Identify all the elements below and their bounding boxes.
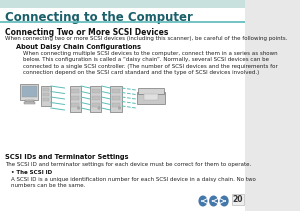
Bar	[138, 88, 164, 94]
Text: When connecting two or more SCSI devices (including this scanner), be careful of: When connecting two or more SCSI devices…	[5, 36, 287, 41]
Bar	[24, 102, 35, 104]
Bar	[144, 94, 158, 100]
Bar	[110, 86, 122, 112]
Bar	[112, 96, 120, 100]
Text: When connecting multiple SCSI devices to the computer, connect them in a series : When connecting multiple SCSI devices to…	[23, 51, 278, 75]
Bar	[90, 86, 101, 112]
Text: Connecting Two or More SCSI Devices: Connecting Two or More SCSI Devices	[5, 28, 168, 37]
Bar	[43, 88, 49, 91]
Circle shape	[118, 107, 120, 109]
Circle shape	[198, 196, 207, 207]
Bar	[92, 89, 100, 93]
Bar	[112, 103, 120, 107]
Bar	[232, 194, 244, 205]
Text: • The SCSI ID: • The SCSI ID	[11, 170, 52, 175]
Bar	[92, 96, 100, 100]
Text: Connecting to the Computer: Connecting to the Computer	[5, 11, 193, 23]
Bar	[20, 84, 38, 100]
Circle shape	[98, 107, 100, 109]
Text: SCSI IDs and Terminator Settings: SCSI IDs and Terminator Settings	[5, 154, 128, 160]
Circle shape	[220, 196, 229, 207]
Bar	[70, 86, 81, 112]
Bar	[71, 89, 80, 93]
Bar	[0, 0, 245, 8]
Text: About Daisy Chain Configurations: About Daisy Chain Configurations	[16, 44, 141, 50]
Circle shape	[78, 107, 80, 109]
Bar	[22, 86, 37, 97]
Bar	[43, 98, 49, 101]
Bar	[112, 89, 120, 93]
Bar	[71, 96, 80, 100]
Bar	[92, 103, 100, 107]
Text: The SCSI ID and terminator settings for each device must be correct for them to : The SCSI ID and terminator settings for …	[5, 162, 251, 167]
Circle shape	[209, 196, 218, 207]
Bar	[41, 86, 51, 106]
Text: A SCSI ID is a unique identification number for each SCSI device in a daisy chai: A SCSI ID is a unique identification num…	[11, 177, 256, 188]
Text: 20: 20	[233, 196, 243, 204]
Bar	[71, 103, 80, 107]
Bar	[43, 93, 49, 96]
Bar	[26, 100, 34, 102]
Bar	[137, 92, 165, 104]
